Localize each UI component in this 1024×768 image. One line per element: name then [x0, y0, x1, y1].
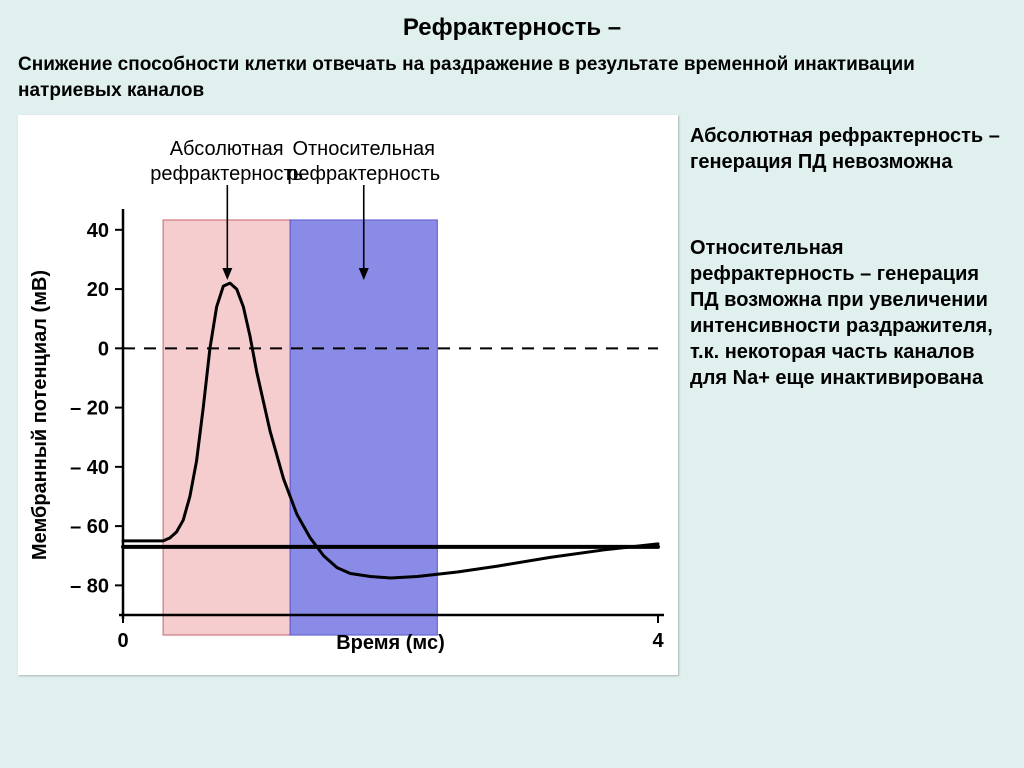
svg-text:рефрактерность: рефрактерность: [150, 163, 303, 185]
svg-text:– 60: – 60: [70, 516, 109, 538]
svg-text:0: 0: [117, 630, 128, 652]
svg-text:– 20: – 20: [70, 398, 109, 420]
relative-refractoriness-text: Относительная рефрактерность – генерация…: [690, 235, 1006, 391]
svg-text:– 80: – 80: [70, 576, 109, 598]
page-subtitle: Снижение способности клетки отвечать на …: [0, 42, 1024, 109]
refractoriness-chart: – 80– 60– 40– 200204004Абсолютнаярефракт…: [18, 115, 678, 675]
svg-text:Относительная: Относительная: [292, 138, 435, 160]
svg-text:Мембранный потенциал (мВ): Мембранный потенциал (мВ): [29, 270, 51, 560]
svg-text:Время (мс): Время (мс): [336, 632, 445, 654]
svg-text:– 40: – 40: [70, 457, 109, 479]
svg-text:Абсолютная: Абсолютная: [170, 138, 284, 160]
definitions-column: Абсолютная рефрактерность – генерация ПД…: [678, 115, 1006, 675]
svg-text:0: 0: [98, 339, 109, 361]
svg-text:рефрактерность: рефрактерность: [287, 163, 440, 185]
main-row: – 80– 60– 40– 200204004Абсолютнаярефракт…: [0, 109, 1024, 675]
page-title: Рефрактерность –: [0, 0, 1024, 42]
svg-text:4: 4: [652, 630, 664, 652]
absolute-refractoriness-text: Абсолютная рефрактерность – генерация ПД…: [690, 123, 1006, 175]
svg-text:20: 20: [87, 279, 109, 301]
svg-text:40: 40: [87, 220, 109, 242]
